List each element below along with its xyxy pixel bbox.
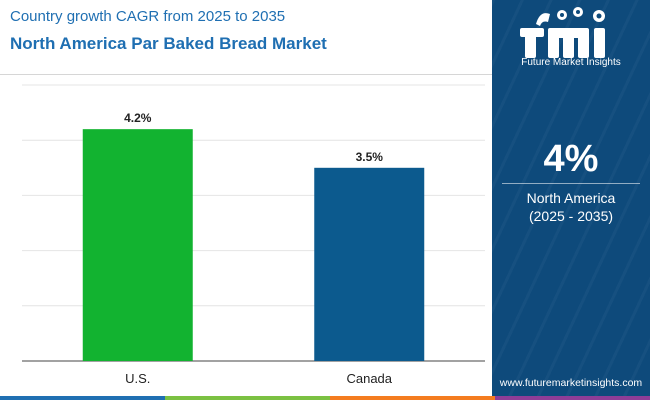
- chart-title: North America Par Baked Bread Market: [10, 34, 327, 53]
- x-tick-label: Canada: [346, 371, 392, 386]
- value-divider: [502, 183, 640, 184]
- fmi-logo-icon: [520, 7, 605, 58]
- header-divider: [0, 74, 492, 75]
- footer-segment-blue: [0, 396, 165, 400]
- label-layer: 4.2% U.S. 3.5% Canada: [124, 111, 393, 386]
- period-label: (2025 - 2035): [528, 208, 614, 224]
- summary-sidebar: Future Market Insights 4% North America …: [492, 0, 650, 400]
- logo-text: Future Market Insights: [521, 57, 621, 68]
- bar-chart: 4.2% U.S. 3.5% Canada: [22, 84, 485, 386]
- cagr-value: 4%: [543, 138, 599, 180]
- footer-segment-orange: [330, 396, 495, 400]
- data-label: 3.5%: [356, 150, 384, 164]
- x-tick-label: U.S.: [125, 371, 150, 386]
- footer-segment-purple: [495, 396, 650, 400]
- bar-canada: [314, 167, 425, 361]
- bar-layer: [82, 129, 425, 361]
- website-link[interactable]: www.futuremarketinsights.com: [499, 377, 643, 389]
- footer-color-bar: [0, 396, 650, 400]
- bar-us: [82, 129, 193, 361]
- footer-segment-green: [165, 396, 330, 400]
- region-label: North America: [526, 190, 616, 206]
- data-label: 4.2%: [124, 111, 152, 125]
- sidebar-pattern: [492, 0, 650, 400]
- chart-subtitle: Country growth CAGR from 2025 to 2035: [10, 8, 286, 25]
